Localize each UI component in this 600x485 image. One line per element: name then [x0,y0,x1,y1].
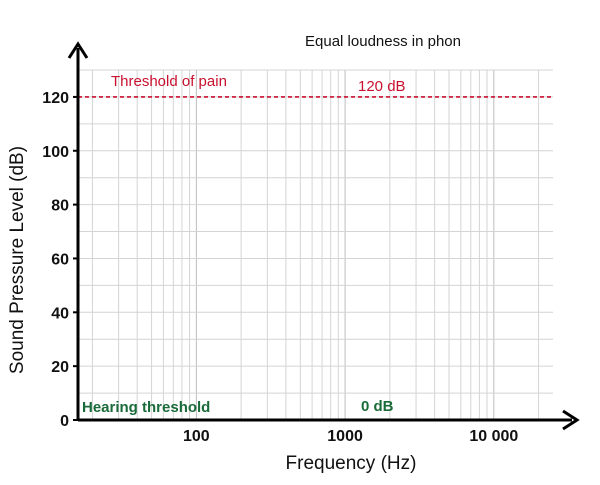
grid-lines [78,69,553,420]
x-tick-label: 10 000 [469,428,518,445]
axes [67,41,580,431]
y-tick-label: 40 [51,305,69,322]
x-tick-labels: 100 1000 10 000 [183,428,518,445]
y-tick-label: 20 [51,359,69,376]
hearing-threshold-value-label: 0 dB [361,398,394,415]
y-tick-label: 100 [42,144,69,161]
threshold-of-pain-value-label: 120 dB [358,78,406,95]
y-axis-arrowhead [67,41,89,59]
x-axis-arrowhead [562,409,580,431]
hearing-threshold-label: Hearing threshold [82,399,210,416]
y-tick-labels: 0 20 40 60 80 100 120 [42,90,78,430]
y-tick-label: 80 [51,198,69,215]
y-tick-label: 120 [42,90,69,107]
chart-title: Equal loudness in phon [305,33,461,50]
x-tick-label: 1000 [327,428,363,445]
y-tick-label: 0 [60,413,69,430]
x-tick-label: 100 [183,428,210,445]
y-tick-label: 60 [51,251,69,268]
x-axis-title: Frequency (Hz) [286,453,417,474]
y-axis-title: Sound Pressure Level (dB) [7,146,28,374]
threshold-of-pain-label: Threshold of pain [111,73,227,90]
